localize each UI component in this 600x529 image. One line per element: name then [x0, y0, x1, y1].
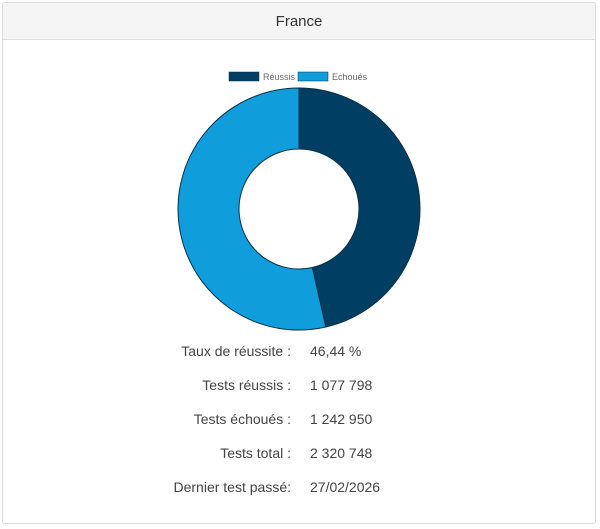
- stat-label: Tests total :: [220, 445, 291, 461]
- stat-value: 1 077 798: [310, 377, 373, 393]
- stat-row-failed: Tests échoués : 1 242 950: [3, 411, 597, 431]
- stat-value: 46,44 %: [310, 343, 362, 359]
- stat-label: Tests réussis :: [202, 377, 291, 393]
- stat-row-passed: Tests réussis : 1 077 798: [3, 377, 597, 397]
- chart-slices: [177, 87, 421, 331]
- country-panel: France Réussis Echoués Taux de réussite :…: [2, 2, 596, 524]
- legend-swatch-echoues[interactable]: [297, 71, 329, 82]
- stat-value: 2 320 748: [310, 445, 373, 461]
- stat-row-success-rate: Taux de réussite : 46,44 %: [3, 343, 597, 363]
- stat-label: Tests échoués :: [193, 411, 291, 427]
- panel-title: France: [3, 3, 595, 40]
- legend-label-echoues[interactable]: Echoués: [332, 72, 368, 82]
- stat-label: Dernier test passé:: [173, 479, 292, 495]
- stat-label: Taux de réussite :: [181, 343, 291, 359]
- stat-row-last-test: Dernier test passé: 27/02/2026: [3, 479, 597, 499]
- slice-echoues[interactable]: [177, 87, 327, 331]
- stat-value: 1 242 950: [310, 411, 373, 427]
- legend-label-reussis[interactable]: Réussis: [263, 72, 296, 82]
- legend-swatch-reussis[interactable]: [228, 71, 260, 82]
- slice-reussis[interactable]: [298, 87, 421, 328]
- stat-value: 27/02/2026: [310, 479, 381, 495]
- doughnut-chart: Réussis Echoués: [177, 71, 421, 331]
- chart-legend: Réussis Echoués: [228, 71, 368, 82]
- stat-row-total: Tests total : 2 320 748: [3, 445, 597, 465]
